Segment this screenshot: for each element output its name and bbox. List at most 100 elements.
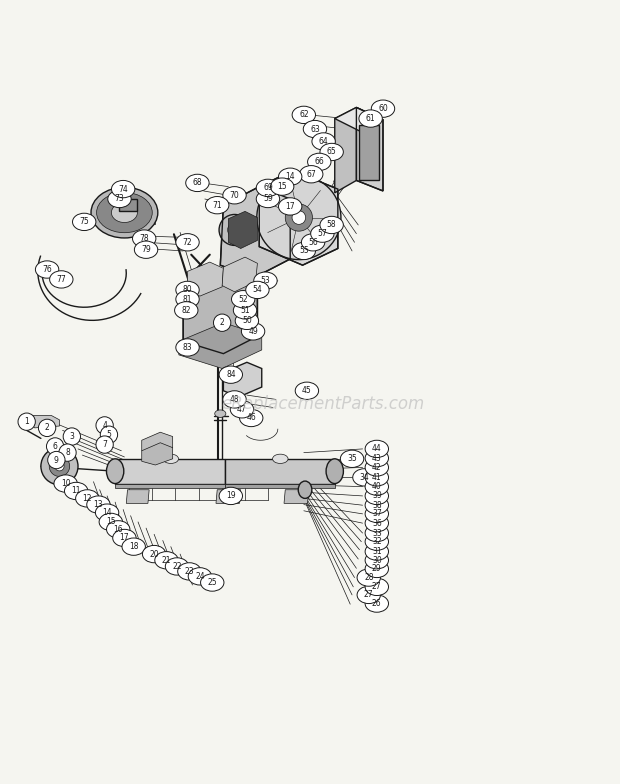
Ellipse shape <box>359 110 383 127</box>
Text: 15: 15 <box>277 182 287 191</box>
Ellipse shape <box>273 454 288 463</box>
Circle shape <box>55 462 64 471</box>
Ellipse shape <box>215 410 226 417</box>
Text: 31: 31 <box>372 547 382 556</box>
Text: 45: 45 <box>302 387 312 395</box>
Ellipse shape <box>320 143 343 161</box>
Ellipse shape <box>122 538 145 555</box>
Text: 39: 39 <box>372 492 382 500</box>
Ellipse shape <box>311 225 334 242</box>
Ellipse shape <box>219 488 242 505</box>
Ellipse shape <box>365 524 389 542</box>
Text: 22: 22 <box>172 562 182 571</box>
Text: 26: 26 <box>372 599 382 608</box>
Text: 43: 43 <box>372 454 382 463</box>
Ellipse shape <box>108 191 131 208</box>
Text: 67: 67 <box>306 170 316 179</box>
Ellipse shape <box>99 514 123 531</box>
Ellipse shape <box>320 216 343 234</box>
Polygon shape <box>115 459 224 484</box>
Text: 24: 24 <box>195 572 205 581</box>
Ellipse shape <box>365 533 389 550</box>
Polygon shape <box>142 443 172 465</box>
Text: 61: 61 <box>366 114 376 123</box>
Text: 51: 51 <box>240 306 250 315</box>
Ellipse shape <box>246 281 269 299</box>
Ellipse shape <box>176 281 199 299</box>
Ellipse shape <box>35 261 59 278</box>
Ellipse shape <box>241 323 265 340</box>
Ellipse shape <box>107 521 130 538</box>
Ellipse shape <box>223 187 246 204</box>
Circle shape <box>228 223 241 237</box>
Text: 79: 79 <box>141 245 151 254</box>
Ellipse shape <box>95 504 119 521</box>
Ellipse shape <box>73 213 96 230</box>
Ellipse shape <box>233 302 257 319</box>
Ellipse shape <box>292 106 316 124</box>
Text: 5: 5 <box>107 430 112 439</box>
Circle shape <box>219 215 250 245</box>
Polygon shape <box>335 107 356 193</box>
Text: 12: 12 <box>82 494 92 503</box>
Text: 66: 66 <box>314 158 324 166</box>
Ellipse shape <box>112 180 135 198</box>
Ellipse shape <box>63 428 81 445</box>
Text: 14: 14 <box>102 508 112 517</box>
Text: 13: 13 <box>94 500 104 509</box>
Polygon shape <box>335 107 383 131</box>
Polygon shape <box>29 416 60 428</box>
Ellipse shape <box>357 569 381 586</box>
Text: 4: 4 <box>102 421 107 430</box>
Ellipse shape <box>175 302 198 319</box>
Ellipse shape <box>113 529 136 546</box>
Text: 2: 2 <box>45 423 50 433</box>
Circle shape <box>285 204 312 231</box>
Ellipse shape <box>365 459 389 476</box>
Ellipse shape <box>91 187 158 238</box>
Ellipse shape <box>299 165 323 183</box>
Text: 16: 16 <box>113 524 123 534</box>
Text: 65: 65 <box>327 147 337 157</box>
Text: 25: 25 <box>208 578 217 587</box>
Text: 52: 52 <box>238 295 248 303</box>
Ellipse shape <box>365 488 389 505</box>
Ellipse shape <box>256 180 280 197</box>
Ellipse shape <box>163 454 179 463</box>
Ellipse shape <box>133 230 156 247</box>
Ellipse shape <box>278 168 302 185</box>
Text: eReplacementParts.com: eReplacementParts.com <box>221 395 424 413</box>
Ellipse shape <box>166 557 188 575</box>
Ellipse shape <box>96 417 113 434</box>
Ellipse shape <box>365 469 389 486</box>
Text: 49: 49 <box>248 327 258 336</box>
Ellipse shape <box>38 419 56 437</box>
Ellipse shape <box>97 193 153 233</box>
Ellipse shape <box>107 459 124 484</box>
Text: 37: 37 <box>372 510 382 518</box>
Ellipse shape <box>301 234 325 251</box>
Ellipse shape <box>64 482 88 499</box>
Text: 14: 14 <box>285 172 295 181</box>
Ellipse shape <box>186 174 209 191</box>
Ellipse shape <box>46 437 64 455</box>
Ellipse shape <box>365 505 389 522</box>
Ellipse shape <box>235 312 259 329</box>
Text: 55: 55 <box>299 246 309 256</box>
Ellipse shape <box>96 436 113 453</box>
Text: 82: 82 <box>182 306 191 315</box>
Ellipse shape <box>365 496 389 514</box>
Polygon shape <box>126 490 149 503</box>
Text: 29: 29 <box>372 564 382 573</box>
Ellipse shape <box>239 409 263 426</box>
Ellipse shape <box>231 291 255 308</box>
Ellipse shape <box>278 198 302 215</box>
Circle shape <box>41 448 78 485</box>
Bar <box>120 199 137 212</box>
Text: 63: 63 <box>310 125 320 133</box>
Ellipse shape <box>365 449 389 466</box>
Ellipse shape <box>59 444 76 461</box>
Text: 50: 50 <box>242 317 252 325</box>
Ellipse shape <box>87 496 110 514</box>
Ellipse shape <box>292 242 316 260</box>
